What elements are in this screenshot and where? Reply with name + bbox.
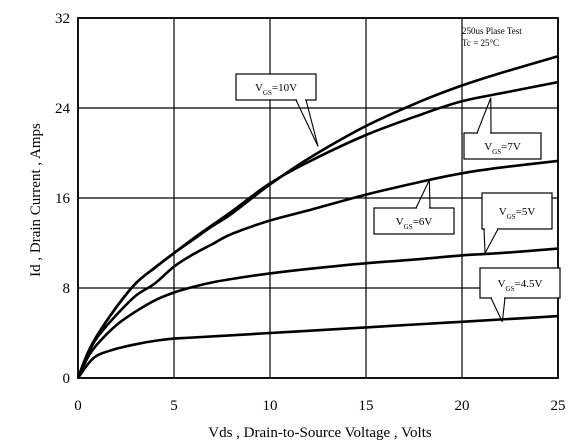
series-label: VGS=7V	[484, 141, 521, 156]
series-label-callout: VGS=4.5V	[479, 267, 561, 322]
y-tick-labels: 0 8 16 24 32	[55, 11, 71, 387]
x-tick-labels: 0 5 10 15 20 25	[74, 398, 565, 414]
x-tick-label: 5	[170, 398, 178, 414]
series-label: VGS=4.5V	[498, 278, 543, 293]
callouts: VGS=10V VGS=7V VGS=6V VGS=5V VGS=4.5V	[235, 73, 561, 322]
series-label: VGS=10V	[255, 82, 297, 97]
y-tick-label: 8	[63, 281, 71, 297]
series-line	[76, 159, 559, 379]
x-tick-label: 15	[359, 398, 374, 414]
series-label-callout: VGS=10V	[235, 73, 319, 147]
annotation-temp-note: Tc = 25°C	[462, 38, 499, 48]
series-label: VGS=6V	[396, 216, 433, 231]
x-tick-label: 0	[74, 398, 82, 414]
plot-frame	[77, 17, 559, 379]
curves	[76, 55, 559, 379]
x-tick-label: 20	[455, 398, 470, 414]
series-label-callout: VGS=7V	[463, 97, 542, 160]
x-tick-label: 10	[263, 398, 278, 414]
series-line	[76, 314, 559, 379]
y-tick-label: 24	[55, 101, 71, 117]
series-label: VGS=5V	[499, 206, 536, 221]
series-line	[76, 247, 559, 379]
series-label-callout: VGS=5V	[481, 192, 553, 254]
series-line	[76, 80, 559, 379]
x-tick-label: 25	[551, 398, 566, 414]
y-axis-label: Id , Drain Current , Amps	[28, 123, 44, 277]
x-axis-label: Vds , Drain-to-Source Voltage , Volts	[208, 425, 432, 441]
y-tick-label: 32	[55, 11, 70, 27]
y-tick-label: 0	[63, 371, 71, 387]
y-tick-label: 16	[55, 191, 71, 207]
annotation-test-note: 250us Plase Test	[462, 26, 522, 36]
series-label-callout: VGS=6V	[373, 179, 455, 235]
